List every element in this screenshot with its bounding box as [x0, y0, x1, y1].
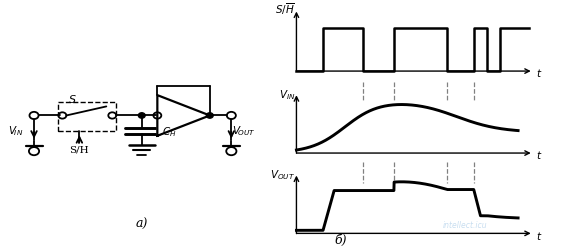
Text: $S$: $S$	[68, 92, 77, 104]
Text: $V_{OUT}$: $V_{OUT}$	[270, 167, 295, 181]
Text: $t$: $t$	[536, 149, 542, 160]
Text: S/H: S/H	[70, 145, 89, 154]
Text: $t$: $t$	[536, 67, 542, 78]
Text: а): а)	[136, 218, 148, 230]
Polygon shape	[157, 96, 210, 136]
Text: $V_{\!OUT}$: $V_{\!OUT}$	[232, 124, 256, 138]
Circle shape	[206, 113, 213, 119]
Text: $S/\overline{H}$: $S/\overline{H}$	[276, 2, 295, 18]
Text: $t$: $t$	[536, 229, 542, 240]
Text: intellect.icu: intellect.icu	[443, 220, 487, 230]
Text: б): б)	[334, 233, 346, 246]
Text: $V_{IN}$: $V_{IN}$	[279, 87, 295, 101]
Text: $V_{\!IN}$: $V_{\!IN}$	[8, 124, 23, 138]
Circle shape	[138, 113, 145, 119]
Text: $C_H$: $C_H$	[162, 124, 176, 138]
